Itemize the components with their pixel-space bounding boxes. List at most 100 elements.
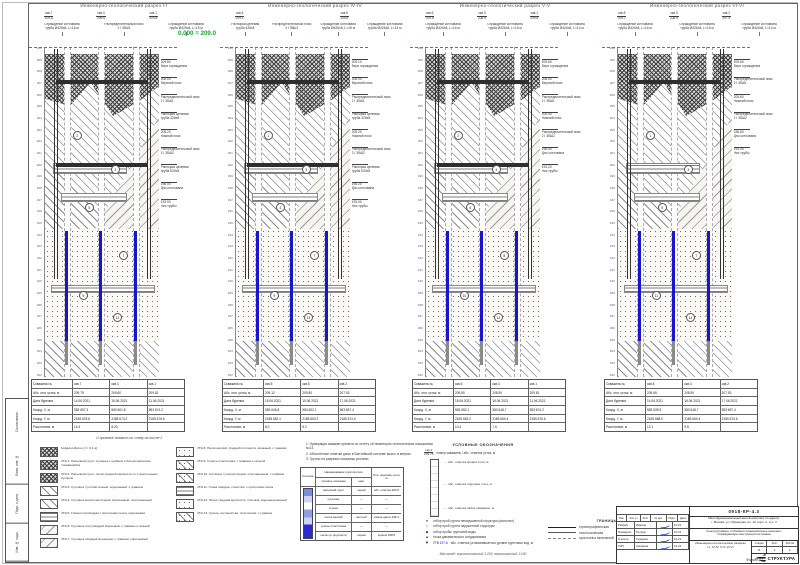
- section-drawing-area: 210 209 208 207 206 205 204 203 202 201 200 199 198 1…: [601, 46, 790, 377]
- elevation-tick-label: 195: [36, 221, 42, 226]
- water-level-mark: УГВ 197.6: [433, 540, 448, 545]
- elevation-tick-label: 193: [609, 244, 615, 249]
- borehole-number: скв.6: [339, 11, 349, 17]
- signature-header: Изм. Кол.уч Лист № док. Подп. Дата: [617, 515, 689, 522]
- signature-row: Н.контр. Сидоров 10.21: [617, 536, 689, 543]
- borehole-callout: скв.7 209.8: [44, 11, 54, 23]
- row-label: Коорд. Y, м: [414, 416, 431, 421]
- cell: 9.8: [682, 423, 719, 432]
- annotation-label: Ограждение котлована труба Ø426х8, L=15 …: [475, 23, 535, 47]
- sample-point-icon: ◆: [425, 529, 429, 534]
- cell: 2185 653.2: [300, 414, 337, 423]
- elevation-tick-label: 188: [609, 302, 615, 307]
- section-title: Инженерно-геологический разрез V-V: [459, 3, 551, 8]
- elevation-tick-label: 200: [36, 162, 42, 167]
- annotation-label: 196.00 Дно котлована: [161, 182, 217, 192]
- legend-item: ИГЭ-1. Насыпной грунт: суглинок с щебнем…: [40, 460, 168, 470]
- ige-circle-label: 9: [269, 291, 279, 300]
- elevation-tick-label: 200: [417, 162, 423, 167]
- sample-symbol-text: отбор пробы грунтовой воды: [433, 529, 476, 534]
- signature-row: Проверил Петров 10.21: [617, 529, 689, 536]
- elevation-tick-label: 203: [36, 127, 42, 132]
- elevation-tick-label: 208: [227, 69, 233, 74]
- elevation-tick-label: 191: [227, 267, 233, 272]
- cell: скв.4: [109, 380, 146, 388]
- elevation-tick-label: 185: [36, 337, 42, 342]
- elevation-tick-label: 192: [36, 256, 42, 261]
- elevation-tick-label: 182: [36, 372, 42, 377]
- water-level-icon: ▼: [424, 540, 430, 546]
- sheets-header: Листов: [783, 541, 798, 546]
- cell: 14.3: [72, 423, 109, 432]
- ige-circle-label: 11: [651, 291, 661, 300]
- elevation-tick-label: 205: [227, 104, 233, 109]
- soil-name: суглинок: [315, 495, 351, 504]
- elevation-tick-label: 205: [36, 104, 42, 109]
- geology-body: 2 4 6 8 10 12: [409, 47, 558, 377]
- section-drawing-area: 210 209 208 207 206 205 204 203 202 201 200 199 198 1…: [28, 46, 217, 377]
- annotation-label: Распределительный пояс 2 I 35Ш2: [352, 147, 408, 157]
- row-label: Коорд. X, м: [414, 407, 431, 412]
- ige-circle-label: 7: [118, 251, 128, 260]
- row-label: Расстояние, м: [224, 425, 246, 430]
- row-label: Коорд. Y, м: [224, 416, 241, 421]
- annotation-label: 196.20 Дно котлована: [352, 182, 408, 192]
- signature-icon: [659, 529, 671, 535]
- annotation-label: Распределительный пояс 2 I 35Ш1: [270, 23, 315, 47]
- soil-legend-col2: ИГЭ-8. Песок мелкий, средней плотности, …: [176, 447, 304, 525]
- scale-note: Масштаб: горизонтальный 1:200, вертикаль…: [439, 552, 527, 556]
- table-row: Абс. отм. устья, м 209.65 208.90 207.53: [605, 387, 757, 397]
- table-row: Коорд. Y, м 2185 678.8 2185 674.2 2185 676.…: [32, 413, 184, 423]
- pile: [514, 231, 518, 341]
- cell: 209.65: [645, 388, 682, 397]
- annotation-label: 208.00 Верхний пояс: [161, 77, 217, 87]
- legend-item: ИГЭ-2. Насыпной грунт: песок средней кру…: [40, 473, 168, 483]
- project-section: Конструктивные и объёмно-планировочные р…: [690, 529, 798, 541]
- hatch-swatch-icon: [176, 473, 194, 483]
- borehole-column: [705, 47, 713, 377]
- stage-grid: Стадия Лист Листов П 1 1 СТРУКТУРА: [752, 541, 798, 563]
- elevation-tick-label: 201: [36, 151, 42, 156]
- borehole-callout: скв.6 209.8: [339, 11, 349, 23]
- borehole-callouts: скв.8 209.7 скв.3 208.9 скв.2 207.5: [617, 11, 731, 23]
- elevation-tick-label: 193: [36, 244, 42, 249]
- table-row: Коорд. X, м 583 645.8 583 652.1 583 657.4: [223, 405, 375, 414]
- ige-labels: 1 3 5 7 11 14: [618, 47, 731, 377]
- soil-name: песок ср. крупности: [315, 531, 351, 540]
- borehole-elevation: 209.1: [235, 15, 244, 20]
- sig-cell: [657, 529, 673, 536]
- boundary-row: стратиграфическая: [548, 525, 666, 529]
- sig-date: 10.21: [673, 543, 689, 550]
- stick-label: абс. отметка кровли слоя, м: [444, 460, 488, 464]
- annotation-label: 205.60 Нижний пояс: [734, 94, 790, 104]
- company-logo: СТРУКТУРА: [752, 554, 798, 563]
- elevation-tick-label: 199: [36, 174, 42, 179]
- pile-stub: [637, 341, 641, 365]
- sample-elevation: 209.75: [424, 452, 434, 457]
- borehole-elevation: 208.9: [478, 15, 486, 20]
- section-vi-vi: Инженерно-геологический разрез VI-VI скв…: [601, 3, 790, 377]
- borehole-number: скв.3: [477, 11, 487, 17]
- sample-symbol-row: ● отбор проб грунта ненарушенной структур…: [424, 519, 542, 523]
- sample-point-icon: ○: [425, 524, 429, 529]
- elevation-tick-label: 196: [417, 209, 423, 214]
- cell: скв.3: [682, 380, 719, 388]
- elevation-tick-label: 209: [609, 57, 615, 62]
- cell: 209.60: [109, 388, 146, 397]
- annotation-label: 209.10 Верх ограждения: [352, 59, 408, 69]
- table-row: Расстояние, м 12.1 9.8: [605, 422, 757, 432]
- cell: 209.81: [146, 388, 184, 397]
- elevation-tick-label: 192: [417, 256, 423, 261]
- borehole-graphic-column: [301, 486, 315, 540]
- hatch-swatch-icon: [40, 486, 58, 496]
- table-row: Коорд. X, м 583 639.5 583 648.7 583 657.4: [605, 405, 757, 414]
- elevation-tick-label: 194: [417, 232, 423, 237]
- signature-row: ГИП Смирнов 10.21: [617, 543, 689, 550]
- annotation-label: Распределительный пояс 2 I 35Ш1: [161, 94, 217, 104]
- sig-name: Смирнов: [635, 543, 657, 550]
- clay-lens: [625, 163, 700, 174]
- table-row: Расстояние, м 10.4 7.6: [413, 422, 565, 432]
- ige-circle-label: 3: [683, 165, 693, 174]
- annotation-label: 205.20 Нижний пояс: [352, 129, 408, 139]
